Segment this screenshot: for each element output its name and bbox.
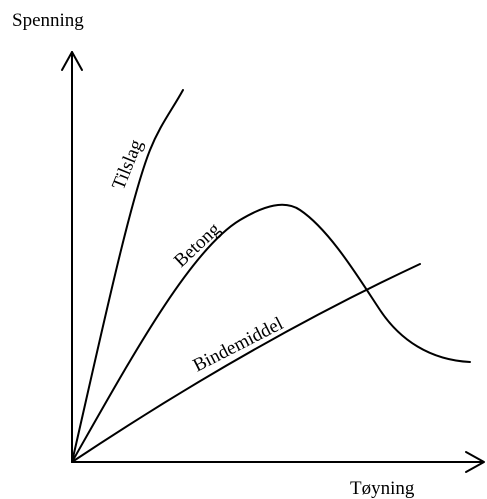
bindemiddel-curve	[71, 263, 421, 463]
bindemiddel-label: Bindemiddel	[190, 313, 287, 376]
betong-label: Betong	[170, 219, 225, 272]
y-axis-arrowhead	[61, 51, 83, 71]
x-axis-arrowhead	[465, 451, 485, 473]
x-axis-label: Tøyning	[350, 478, 415, 499]
tilslag-curve	[71, 89, 184, 463]
betong-curve	[71, 203, 471, 463]
y-axis-label: Spenning	[12, 10, 84, 31]
tilslag-label: Tilslag	[108, 136, 147, 193]
